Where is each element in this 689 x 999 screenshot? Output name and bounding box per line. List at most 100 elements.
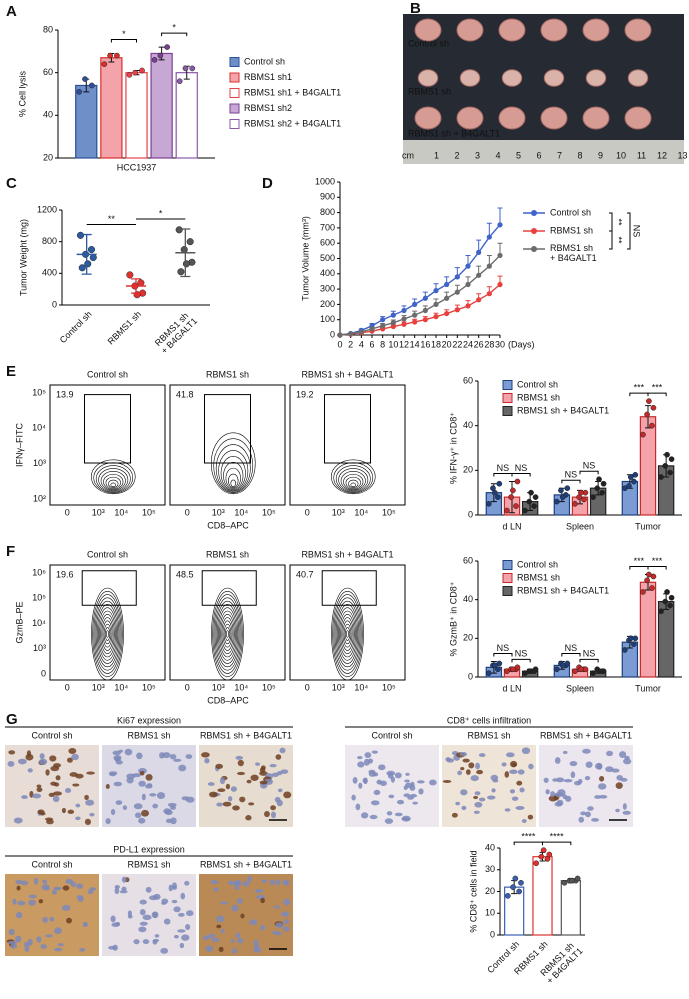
nucleus bbox=[445, 757, 451, 762]
data-point bbox=[380, 323, 386, 329]
nucleus bbox=[363, 758, 370, 766]
data-point bbox=[590, 494, 596, 500]
data-point bbox=[390, 320, 396, 326]
x-tick-label: 30 bbox=[495, 339, 505, 349]
nucleus bbox=[139, 909, 146, 916]
nucleus bbox=[71, 753, 79, 761]
ruler-label: 9 bbox=[598, 150, 603, 160]
nucleus bbox=[373, 789, 381, 796]
gate bbox=[204, 394, 251, 464]
nucleus bbox=[254, 888, 264, 893]
nucleus bbox=[178, 764, 187, 772]
nucleus bbox=[388, 794, 395, 799]
flow-x-tick-label: 10⁴ bbox=[114, 682, 128, 692]
flow-title: RBMS1 sh bbox=[206, 369, 249, 379]
y-tick-label: 400 bbox=[320, 268, 335, 278]
panel-label: G bbox=[6, 711, 18, 728]
error-bar bbox=[497, 207, 503, 225]
y-tick-label: 60 bbox=[463, 375, 473, 385]
nucleus bbox=[138, 926, 147, 933]
significance-label: * bbox=[172, 22, 176, 32]
data-point bbox=[626, 483, 632, 489]
significance-label: ** bbox=[614, 236, 624, 244]
nucleus bbox=[141, 793, 146, 801]
data-point bbox=[465, 281, 471, 288]
nucleus bbox=[418, 788, 424, 795]
contour bbox=[223, 623, 232, 645]
nucleus bbox=[620, 777, 628, 782]
data-point bbox=[512, 875, 519, 882]
nucleus bbox=[38, 899, 44, 904]
data-point bbox=[510, 666, 516, 673]
nucleus bbox=[186, 910, 194, 917]
data-point bbox=[87, 246, 96, 254]
ihc-label: RBMS1 sh bbox=[127, 859, 170, 869]
nucleus bbox=[239, 796, 246, 803]
nucleus bbox=[276, 879, 281, 886]
nucleus bbox=[133, 803, 143, 810]
nucleus bbox=[407, 796, 414, 800]
nucleus bbox=[259, 780, 268, 785]
legend-swatch bbox=[502, 393, 513, 403]
nucleus bbox=[582, 748, 591, 754]
y-tick-label: 10 bbox=[485, 908, 495, 918]
contour bbox=[334, 597, 361, 671]
nucleus bbox=[246, 779, 252, 784]
gate-value: 41.8 bbox=[176, 389, 194, 399]
data-point bbox=[132, 69, 139, 76]
flow-x-tick-label: 0 bbox=[305, 507, 310, 517]
x-axis-title: HCC1937 bbox=[117, 162, 157, 172]
nucleus bbox=[154, 934, 160, 938]
tumor bbox=[582, 18, 610, 42]
tumor bbox=[585, 69, 607, 87]
significance-label: NS bbox=[583, 461, 596, 471]
y-tick-label: 200 bbox=[320, 299, 335, 309]
nucleus bbox=[10, 943, 18, 949]
nucleus bbox=[606, 750, 614, 757]
nucleus bbox=[242, 881, 250, 887]
data-point bbox=[401, 307, 407, 314]
contour bbox=[95, 600, 120, 668]
nucleus bbox=[545, 789, 550, 795]
data-point bbox=[444, 281, 450, 288]
nucleus bbox=[451, 812, 458, 818]
x-axis-title: (Days) bbox=[508, 339, 535, 349]
legend-label: Control sh bbox=[517, 379, 558, 389]
flow-y-tick-label: 10³ bbox=[33, 458, 46, 468]
legend-swatch bbox=[502, 380, 513, 390]
legend-label: RBMS1 sh + B4GALT1 bbox=[517, 405, 609, 415]
nucleus bbox=[543, 777, 549, 783]
nucleus bbox=[548, 795, 558, 802]
data-point bbox=[186, 238, 194, 246]
bar bbox=[150, 52, 173, 159]
nucleus bbox=[396, 799, 405, 805]
flow-x-tick-label: 10⁵ bbox=[382, 682, 396, 692]
data-point bbox=[504, 507, 510, 514]
nucleus bbox=[217, 788, 226, 793]
nucleus bbox=[390, 776, 396, 783]
flow-title: Control sh bbox=[87, 369, 128, 379]
nucleus bbox=[429, 779, 437, 786]
contour bbox=[331, 587, 364, 681]
nucleus bbox=[115, 800, 123, 805]
nucleus bbox=[509, 789, 516, 794]
y-tick-label: 0 bbox=[490, 929, 495, 939]
flow-frame bbox=[49, 564, 166, 681]
nucleus bbox=[475, 762, 480, 770]
nucleus bbox=[510, 760, 518, 768]
significance-label: **** bbox=[521, 832, 536, 842]
error-bar bbox=[81, 233, 92, 275]
panel-label: D bbox=[262, 175, 273, 192]
group-label: RBMS1 sh bbox=[408, 86, 451, 96]
nucleus bbox=[515, 805, 525, 810]
data-point bbox=[664, 589, 670, 595]
nucleus bbox=[401, 815, 411, 822]
data-point bbox=[532, 494, 539, 500]
ruler bbox=[403, 140, 684, 164]
flow-x-tick-label: 10⁴ bbox=[354, 682, 368, 692]
ruler-label: 1 bbox=[434, 150, 439, 160]
nucleus bbox=[597, 763, 603, 770]
panel-label: E bbox=[6, 363, 16, 380]
data-point bbox=[369, 326, 375, 332]
nucleus bbox=[8, 928, 15, 936]
